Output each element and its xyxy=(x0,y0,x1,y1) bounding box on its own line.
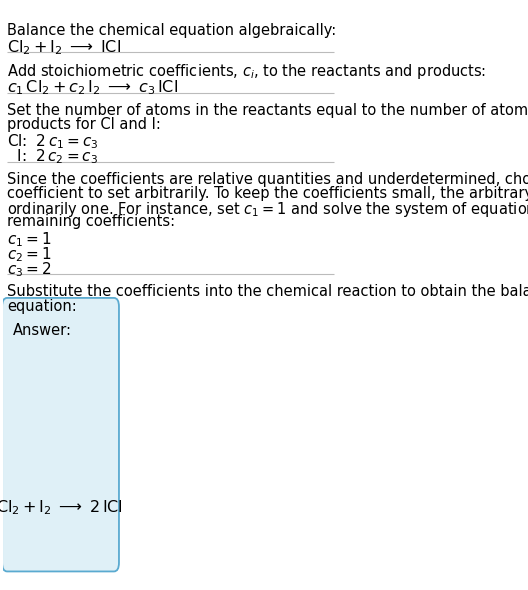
Text: $c_3 = 2$: $c_3 = 2$ xyxy=(7,260,52,278)
Text: equation:: equation: xyxy=(7,299,77,313)
Text: Substitute the coefficients into the chemical reaction to obtain the balanced: Substitute the coefficients into the che… xyxy=(7,284,528,300)
Text: Since the coefficients are relative quantities and underdetermined, choose a: Since the coefficients are relative quan… xyxy=(7,172,528,187)
Text: products for Cl and I:: products for Cl and I: xyxy=(7,117,161,132)
Text: Balance the chemical equation algebraically:: Balance the chemical equation algebraica… xyxy=(7,23,336,38)
FancyBboxPatch shape xyxy=(2,298,119,572)
Text: remaining coefficients:: remaining coefficients: xyxy=(7,214,175,230)
Text: Set the number of atoms in the reactants equal to the number of atoms in the: Set the number of atoms in the reactants… xyxy=(7,103,528,119)
Text: Answer:: Answer: xyxy=(13,323,72,338)
Text: Add stoichiometric coefficients, $c_i$, to the reactants and products:: Add stoichiometric coefficients, $c_i$, … xyxy=(7,63,486,81)
Text: I: $\;2\,c_2 = c_3$: I: $\;2\,c_2 = c_3$ xyxy=(7,148,98,166)
Text: ordinarily one. For instance, set $c_1 = 1$ and solve the system of equations fo: ordinarily one. For instance, set $c_1 =… xyxy=(7,201,528,219)
Text: $c_1 = 1$: $c_1 = 1$ xyxy=(7,231,52,250)
Text: coefficient to set arbitrarily. To keep the coefficients small, the arbitrary va: coefficient to set arbitrarily. To keep … xyxy=(7,186,528,201)
Text: $c_2 = 1$: $c_2 = 1$ xyxy=(7,245,52,264)
Text: $\mathrm{Cl_2 + I_2 \;\longrightarrow\; ICl}$: $\mathrm{Cl_2 + I_2 \;\longrightarrow\; … xyxy=(7,38,121,57)
Text: $c_1\,\mathrm{Cl_2} + c_2\,\mathrm{I_2} \;\longrightarrow\; c_3\,\mathrm{ICl}$: $c_1\,\mathrm{Cl_2} + c_2\,\mathrm{I_2} … xyxy=(7,78,178,97)
Text: $\mathrm{Cl_2 + I_2 \;\longrightarrow\; 2\,ICl}$: $\mathrm{Cl_2 + I_2 \;\longrightarrow\; … xyxy=(0,499,124,517)
Text: Cl: $\;2\,c_1 = c_3$: Cl: $\;2\,c_1 = c_3$ xyxy=(7,133,99,151)
